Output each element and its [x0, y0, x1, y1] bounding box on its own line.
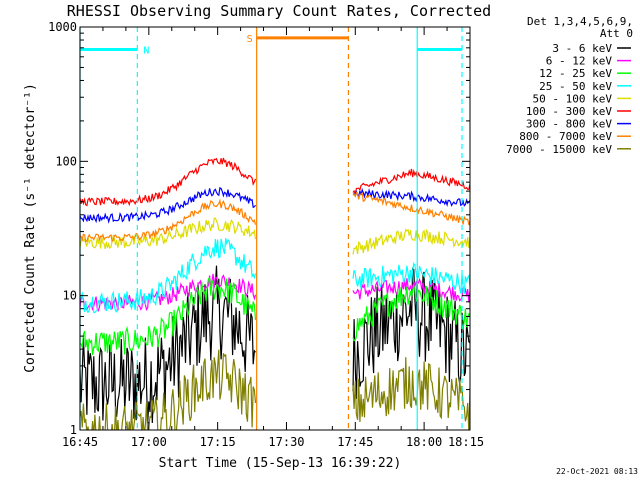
chart-title: RHESSI Observing Summary Count Rates, Co… [67, 2, 491, 20]
x-tick-label-2: 17:00 [131, 435, 167, 449]
series-line-8 [80, 191, 470, 243]
legend-label-8: 800 - 7000 keV [519, 130, 612, 143]
x-tick-label-1: 16:45 [62, 435, 98, 449]
legend-label-4: 25 - 50 keV [539, 80, 612, 93]
x-tick-label-3: 17:15 [200, 435, 236, 449]
x-axis-label: Start Time (15-Sep-13 16:39:22) [159, 456, 402, 471]
series-line-6 [80, 157, 470, 207]
y-tick-label-2: 10 [63, 289, 77, 303]
legend-label-5: 50 - 100 keV [533, 92, 613, 105]
axes: 1 10 100 1000 16:45 17:00 17:15 17:30 17:45 18:00… [48, 20, 484, 449]
legend-label-1: 3 - 6 keV [552, 42, 612, 55]
plot-area: NS [79, 27, 470, 430]
series-line-7 [80, 186, 470, 224]
footer-date: 22-Oct-2021 08:13 [556, 467, 638, 476]
series-line-3 [80, 276, 470, 356]
x-tick-label-5: 17:45 [337, 435, 373, 449]
legend-header-line-1: Det 1,3,4,5,6,9, [527, 15, 633, 28]
series-line-5 [80, 217, 470, 255]
legend-label-2: 6 - 12 keV [546, 55, 613, 68]
y-axis-label: Corrected Count Rate (s⁻¹ detector⁻¹) [23, 83, 38, 373]
y-tick-label-4: 1000 [48, 20, 77, 34]
x-tick-label-6: 18:00 [406, 435, 442, 449]
legend-label-6: 100 - 300 keV [526, 105, 612, 118]
annotation-label-1: N [143, 45, 149, 56]
x-tick-label-7: 18:15 [448, 435, 484, 449]
y-tick-label-1: 1 [70, 423, 77, 437]
legend-header-line-2: Att 0 [600, 27, 633, 40]
legend-label-9: 7000 - 15000 keV [506, 143, 612, 156]
series-line-9 [80, 349, 470, 430]
legend-label-3: 12 - 25 keV [539, 67, 612, 80]
legend-label-7: 300 - 800 keV [526, 118, 612, 131]
series-line-1 [80, 265, 470, 424]
plot-frame [79, 26, 471, 431]
x-tick-label-4: 17:30 [268, 435, 304, 449]
annotation-label-2: S [247, 34, 253, 45]
y-tick-label-3: 100 [55, 154, 77, 168]
series-line-4 [80, 238, 470, 314]
